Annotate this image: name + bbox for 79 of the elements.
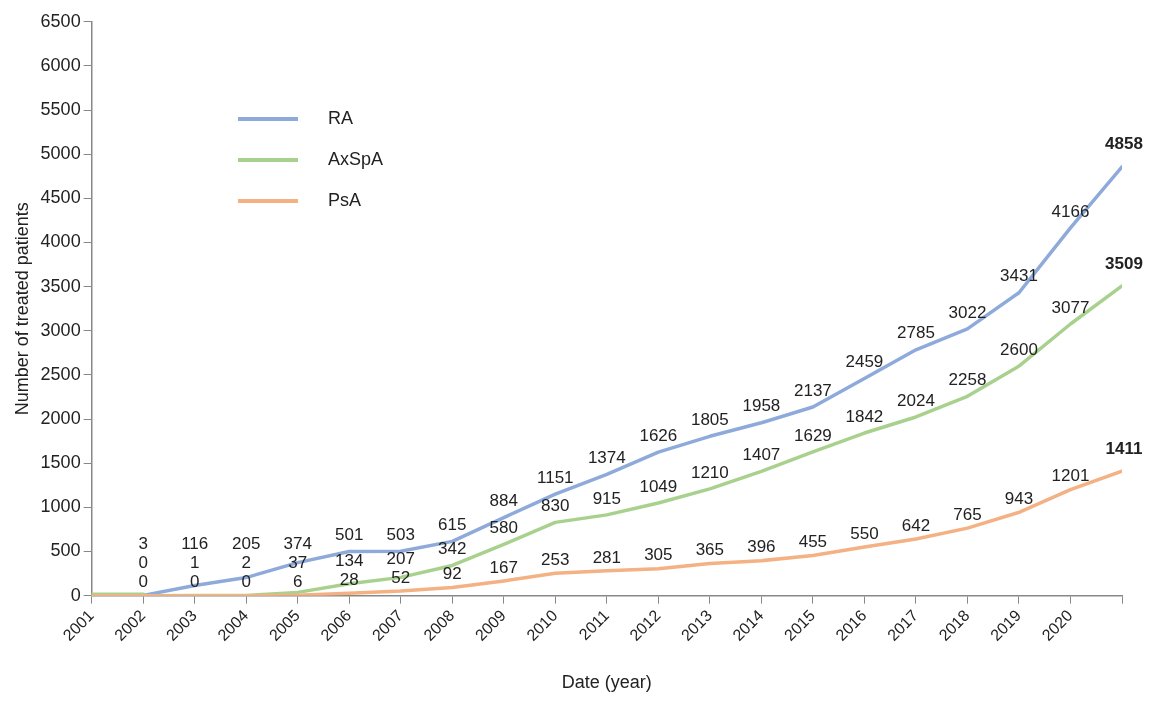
- data-label: 2137: [793, 380, 832, 400]
- y-tick-label: 6500: [40, 10, 81, 31]
- data-label: 501: [335, 525, 364, 545]
- y-tick-label: 5500: [40, 99, 81, 120]
- y-axis-title: Number of treated patients: [11, 202, 32, 416]
- data-label: 2785: [897, 323, 935, 343]
- data-label: 1374: [587, 448, 626, 468]
- data-label: 1842: [845, 406, 884, 426]
- data-label: 0: [138, 572, 148, 592]
- data-label: 455: [798, 532, 828, 552]
- data-label: 37: [288, 552, 308, 572]
- y-tick-label: 1000: [40, 496, 81, 517]
- y-tick-label: 5000: [40, 143, 81, 164]
- x-axis-title: Date (year): [561, 672, 652, 693]
- data-label: 6: [292, 571, 303, 591]
- data-label: 207: [386, 548, 415, 568]
- data-label: 884: [489, 491, 518, 511]
- data-label: 52: [391, 567, 411, 587]
- data-label: 1049: [639, 476, 678, 496]
- data-label: 915: [592, 488, 622, 508]
- data-label: 92: [442, 564, 462, 584]
- data-label: 1210: [690, 462, 729, 482]
- data-label: 253: [541, 550, 570, 570]
- data-label: 503: [386, 524, 415, 544]
- data-label: 580: [489, 518, 518, 538]
- data-label: 28: [339, 569, 359, 589]
- data-label: 2: [241, 553, 251, 573]
- data-label: 3077: [1051, 297, 1090, 317]
- legend-label: PsA: [328, 190, 362, 211]
- data-label: 642: [901, 515, 931, 535]
- data-label: 0: [138, 553, 148, 573]
- y-tick-label: 1500: [40, 452, 81, 473]
- data-label: 1407: [742, 445, 781, 465]
- data-label: 550: [850, 523, 879, 543]
- data-label: 1626: [639, 425, 678, 445]
- data-label: 365: [695, 540, 725, 560]
- data-label: 2600: [1000, 339, 1038, 359]
- data-label: 0: [241, 572, 251, 592]
- data-label: 615: [438, 515, 467, 535]
- data-label: 116: [181, 534, 209, 554]
- y-tick-label: 3500: [40, 275, 81, 296]
- y-tick-label: 3000: [40, 319, 81, 340]
- data-label: 943: [1004, 489, 1034, 509]
- data-label: 2459: [845, 352, 884, 372]
- y-tick-label: 4000: [40, 231, 81, 252]
- data-label: 396: [747, 537, 776, 557]
- data-label: 3022: [948, 302, 987, 322]
- y-tick-label: 4500: [40, 187, 81, 208]
- data-label: 3: [138, 534, 148, 554]
- data-label: 167: [489, 557, 518, 577]
- data-label: 374: [283, 533, 312, 553]
- data-label: 1: [189, 553, 200, 573]
- legend-label: AxSpA: [328, 149, 384, 170]
- data-label: 1201: [1051, 466, 1090, 486]
- data-label: 281: [592, 547, 622, 567]
- data-label: 134: [335, 550, 364, 570]
- legend-label: RA: [328, 108, 354, 129]
- data-label: 3431: [1000, 266, 1038, 286]
- y-tick-label: 6000: [40, 54, 81, 75]
- data-label: 1629: [793, 425, 832, 445]
- data-label: 0: [189, 572, 200, 592]
- data-label: 342: [438, 539, 467, 559]
- data-label: 1151: [537, 467, 574, 487]
- data-label: 1958: [742, 396, 781, 416]
- data-label: 3509: [1105, 253, 1143, 273]
- y-tick-label: 0: [70, 584, 81, 605]
- data-label: 2024: [897, 390, 935, 410]
- data-label: 205: [232, 534, 261, 554]
- data-label: 4858: [1105, 134, 1143, 154]
- data-label: 1805: [690, 409, 729, 429]
- data-label: 830: [541, 496, 570, 516]
- data-label: 765: [953, 504, 982, 524]
- y-tick-label: 2000: [40, 408, 81, 429]
- data-label: 305: [644, 545, 673, 565]
- y-tick-label: 500: [50, 540, 81, 561]
- data-label: 2258: [948, 369, 987, 389]
- data-label: 1411: [1105, 438, 1143, 458]
- data-label: 4166: [1051, 201, 1090, 221]
- y-tick-label: 2500: [40, 363, 81, 384]
